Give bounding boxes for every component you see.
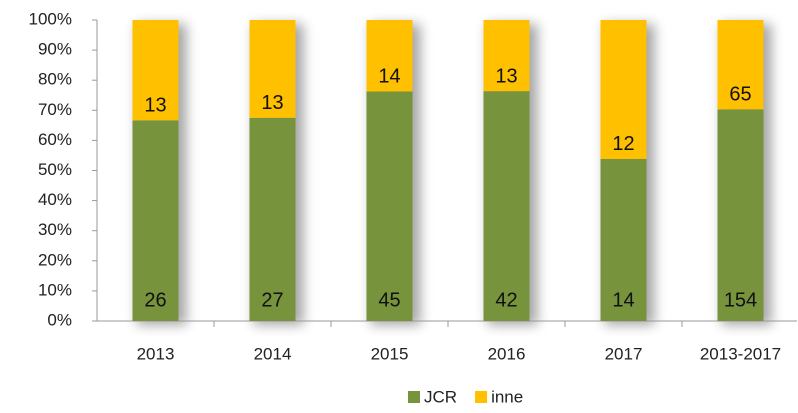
x-tick-label: 2014 bbox=[254, 344, 292, 363]
bar-segment bbox=[717, 20, 764, 110]
y-tick-label: 20% bbox=[38, 250, 72, 269]
bar-segment bbox=[366, 91, 413, 321]
y-tick-label: 50% bbox=[38, 160, 72, 179]
bar-segment bbox=[132, 120, 179, 321]
x-tick-label: 2013-2017 bbox=[700, 344, 781, 363]
bar-segment bbox=[600, 158, 647, 321]
y-tick-label: 0% bbox=[47, 310, 72, 329]
y-tick-label: 90% bbox=[38, 40, 72, 59]
y-tick-label: 60% bbox=[38, 130, 72, 149]
legend-swatch bbox=[475, 391, 488, 403]
data-label: 13 bbox=[261, 92, 283, 114]
bar-segment bbox=[483, 20, 530, 92]
bar-segment bbox=[600, 20, 647, 159]
data-label: 27 bbox=[261, 289, 283, 311]
bar-segment bbox=[132, 20, 179, 121]
legend-label: JCR bbox=[424, 387, 457, 406]
bar-segment bbox=[366, 20, 413, 92]
data-label: 14 bbox=[378, 66, 400, 88]
bar-segment bbox=[483, 91, 530, 322]
bar-segment bbox=[249, 117, 296, 321]
bar-segment bbox=[249, 20, 296, 118]
data-label: 13 bbox=[144, 95, 166, 117]
x-tick-label: 2017 bbox=[605, 344, 643, 363]
bar-shadows bbox=[136, 24, 772, 325]
x-tick-label: 2015 bbox=[371, 344, 409, 363]
x-tick-label: 2013 bbox=[137, 344, 175, 363]
data-label: 26 bbox=[144, 289, 166, 311]
legend-swatch bbox=[408, 391, 420, 403]
bar-segment bbox=[717, 109, 764, 322]
data-label: 13 bbox=[495, 65, 517, 87]
y-tick-label: 70% bbox=[38, 100, 72, 119]
y-tick-label: 10% bbox=[38, 280, 72, 299]
data-label: 42 bbox=[495, 289, 517, 311]
y-tick-label: 80% bbox=[38, 70, 72, 89]
y-tick-label: 100% bbox=[29, 9, 72, 28]
data-label: 12 bbox=[612, 133, 634, 155]
data-label: 14 bbox=[612, 289, 634, 311]
data-label: 45 bbox=[378, 289, 400, 311]
y-tick-label: 30% bbox=[38, 220, 72, 239]
data-label: 65 bbox=[729, 84, 751, 106]
y-tick-label: 40% bbox=[38, 190, 72, 209]
x-tick-label: 2016 bbox=[488, 344, 526, 363]
data-label: 154 bbox=[724, 289, 757, 311]
legend-label: inne bbox=[491, 387, 523, 406]
